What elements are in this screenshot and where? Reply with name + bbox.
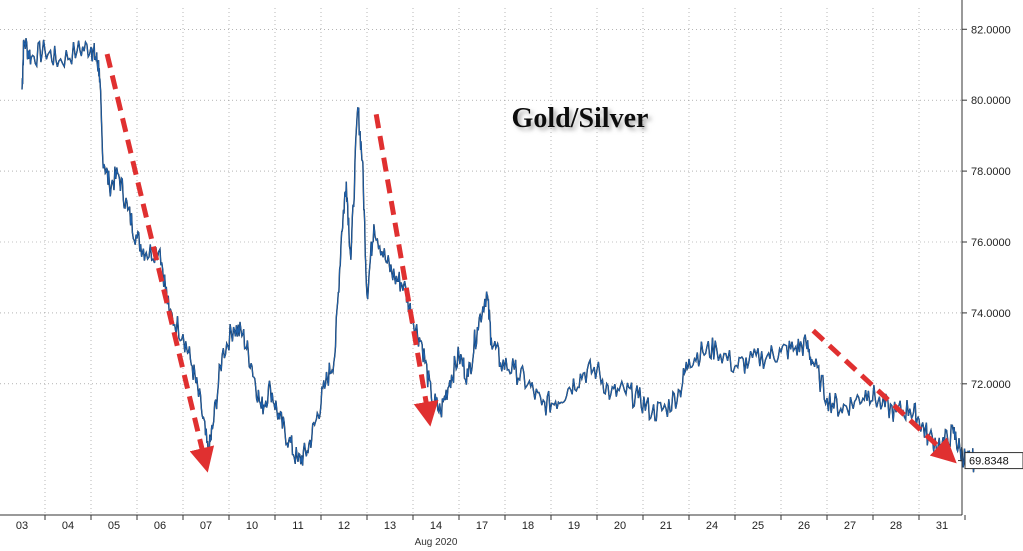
y-tick-label: 80.0000 [971, 95, 1011, 107]
grid [0, 8, 962, 515]
x-tick-label: 26 [798, 520, 810, 532]
x-axis-label: Aug 2020 [415, 537, 458, 548]
x-tick-label: 07 [200, 520, 212, 532]
y-tick-label: 78.0000 [971, 166, 1011, 178]
x-tick-label: 13 [384, 520, 396, 532]
series-line-path [21, 38, 975, 473]
chart-title: Gold/Silver [512, 103, 649, 134]
x-tick-label: 03 [16, 520, 28, 532]
x-tick-label: 17 [476, 520, 488, 532]
x-tick-label: 10 [246, 520, 258, 532]
x-tick-label: 31 [936, 520, 948, 532]
x-tick-label: 27 [844, 520, 856, 532]
x-tick-label: 25 [752, 520, 764, 532]
x-tick-label: 06 [154, 520, 166, 532]
trend-arrow [373, 113, 439, 427]
x-tick-label: 20 [614, 520, 626, 532]
y-tick-label: 74.0000 [971, 308, 1011, 320]
x-tick-label: 19 [568, 520, 580, 532]
x-tick-label: 24 [706, 520, 718, 532]
trend-arrow [811, 328, 957, 464]
trend-arrow [104, 53, 215, 473]
x-tick-label: 11 [292, 520, 303, 532]
series-line [21, 38, 975, 473]
y-tick-label: 82.0000 [971, 24, 1011, 36]
x-tick-label: 12 [338, 520, 350, 532]
y-tick-label: 72.0000 [971, 379, 1011, 391]
y-tick-label: 76.0000 [971, 237, 1011, 249]
last-value-box [964, 452, 1023, 470]
last-value-label: 69.8348 [969, 456, 1009, 468]
x-tick-label: 18 [522, 520, 534, 532]
x-tick-label: 04 [62, 520, 74, 532]
x-tick-label: 14 [430, 520, 442, 532]
x-tick-label: 05 [108, 520, 120, 532]
trend-arrows [104, 53, 957, 473]
x-tick-label: 21 [660, 520, 672, 532]
x-tick-label: 28 [890, 520, 902, 532]
